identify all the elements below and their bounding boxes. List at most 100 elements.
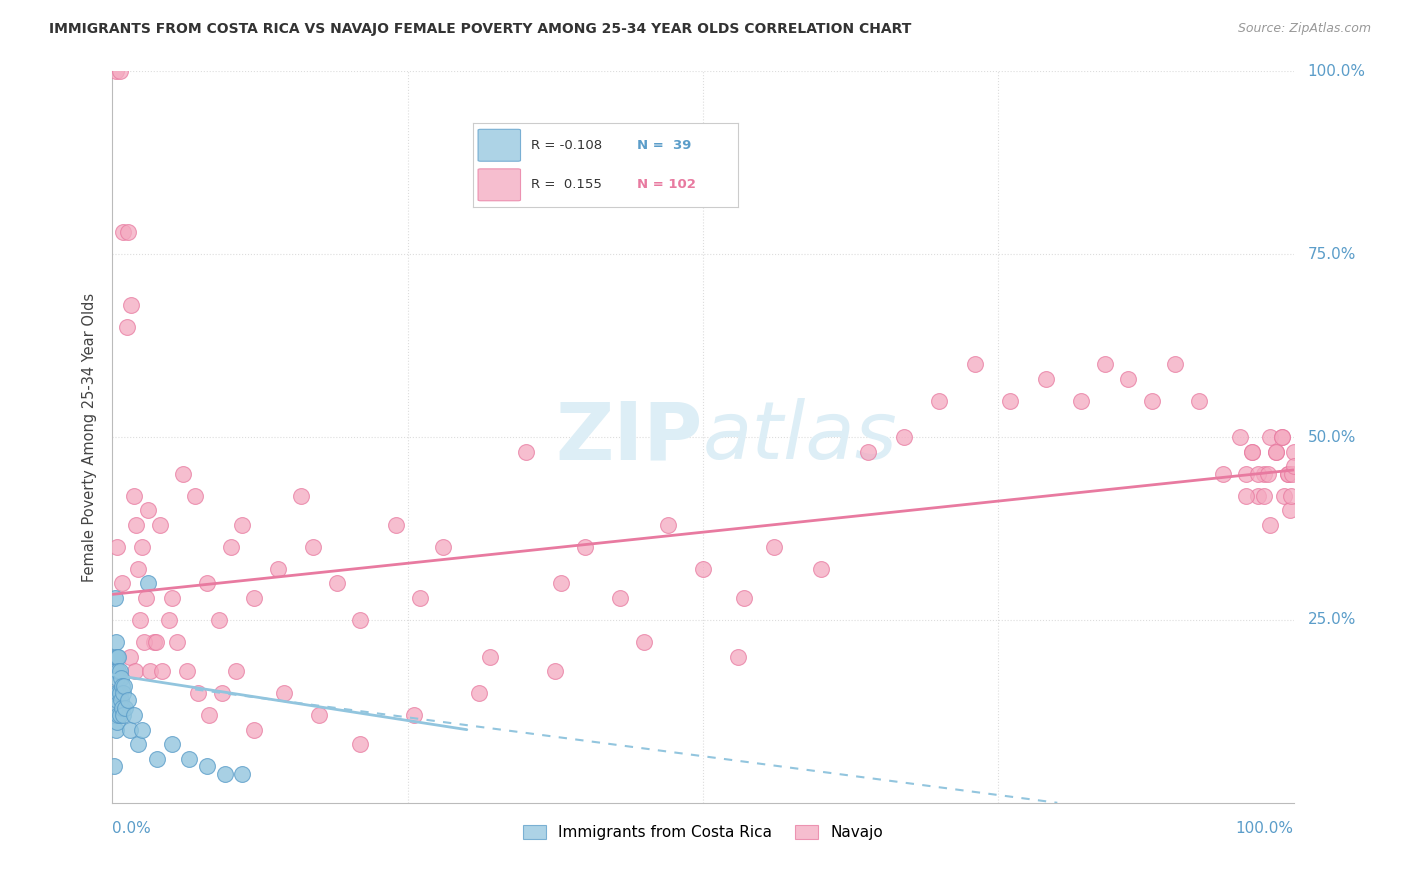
Text: 100.0%: 100.0% <box>1308 64 1365 78</box>
Immigrants from Costa Rica <box>122 708 145 723</box>
Navajo <box>1234 489 1257 503</box>
Navajo <box>609 591 631 605</box>
Navajo <box>176 664 198 678</box>
Navajo <box>139 664 162 678</box>
Immigrants from Costa Rica <box>107 686 129 700</box>
Immigrants from Costa Rica <box>104 591 127 605</box>
Text: Source: ZipAtlas.com: Source: ZipAtlas.com <box>1237 22 1371 36</box>
Immigrants from Costa Rica <box>108 708 131 723</box>
Navajo <box>1212 467 1234 481</box>
Navajo <box>198 708 221 723</box>
Immigrants from Costa Rica <box>114 700 136 714</box>
Navajo <box>515 444 537 458</box>
Text: IMMIGRANTS FROM COSTA RICA VS NAVAJO FEMALE POVERTY AMONG 25-34 YEAR OLDS CORREL: IMMIGRANTS FROM COSTA RICA VS NAVAJO FEM… <box>49 22 911 37</box>
Navajo <box>692 562 714 576</box>
Navajo <box>1258 430 1281 444</box>
Navajo <box>1278 503 1301 517</box>
Navajo <box>479 649 502 664</box>
Navajo <box>308 708 330 723</box>
Immigrants from Costa Rica <box>107 708 129 723</box>
Immigrants from Costa Rica <box>108 686 131 700</box>
Navajo <box>225 664 247 678</box>
Navajo <box>111 576 134 591</box>
Navajo <box>963 357 986 371</box>
Navajo <box>105 64 128 78</box>
Immigrants from Costa Rica <box>103 759 125 773</box>
Text: 100.0%: 100.0% <box>1236 821 1294 836</box>
Navajo <box>149 517 172 532</box>
Navajo <box>1279 489 1302 503</box>
Navajo <box>150 664 173 678</box>
Immigrants from Costa Rica <box>111 679 134 693</box>
Navajo <box>402 708 425 723</box>
Immigrants from Costa Rica <box>146 752 169 766</box>
Immigrants from Costa Rica <box>107 649 129 664</box>
Immigrants from Costa Rica <box>108 664 131 678</box>
Navajo <box>1241 444 1264 458</box>
Navajo <box>195 576 218 591</box>
Navajo <box>544 664 567 678</box>
Navajo <box>928 393 950 408</box>
Y-axis label: Female Poverty Among 25-34 Year Olds: Female Poverty Among 25-34 Year Olds <box>82 293 97 582</box>
Navajo <box>1282 459 1305 474</box>
Navajo <box>1241 444 1264 458</box>
Navajo <box>267 562 290 576</box>
Navajo <box>142 635 165 649</box>
Navajo <box>125 517 148 532</box>
Navajo <box>810 562 832 576</box>
Navajo <box>633 635 655 649</box>
Navajo <box>112 225 135 239</box>
Immigrants from Costa Rica <box>120 723 142 737</box>
Navajo <box>1116 371 1139 385</box>
Navajo <box>120 298 142 312</box>
Navajo <box>290 489 312 503</box>
Navajo <box>1253 489 1275 503</box>
Navajo <box>145 635 167 649</box>
Navajo <box>273 686 295 700</box>
Immigrants from Costa Rica <box>105 664 128 678</box>
Navajo <box>1094 357 1116 371</box>
Navajo <box>349 613 371 627</box>
Navajo <box>186 686 208 700</box>
Text: 50.0%: 50.0% <box>1308 430 1355 444</box>
Immigrants from Costa Rica <box>105 672 128 686</box>
Navajo <box>120 649 142 664</box>
Navajo <box>160 591 183 605</box>
Navajo <box>1035 371 1057 385</box>
Text: 75.0%: 75.0% <box>1308 247 1355 261</box>
Navajo <box>243 723 266 737</box>
Navajo <box>1264 444 1286 458</box>
Navajo <box>408 591 430 605</box>
Navajo <box>762 540 785 554</box>
Navajo <box>131 540 153 554</box>
Navajo <box>211 686 233 700</box>
Immigrants from Costa Rica <box>104 649 127 664</box>
Navajo <box>124 664 146 678</box>
Navajo <box>1282 444 1305 458</box>
Navajo <box>127 562 149 576</box>
Navajo <box>184 489 207 503</box>
Navajo <box>172 467 194 481</box>
Legend: Immigrants from Costa Rica, Navajo: Immigrants from Costa Rica, Navajo <box>517 819 889 847</box>
Navajo <box>1070 393 1092 408</box>
Immigrants from Costa Rica <box>110 693 132 707</box>
Text: ZIP: ZIP <box>555 398 703 476</box>
Navajo <box>1281 467 1303 481</box>
Immigrants from Costa Rica <box>112 686 135 700</box>
Navajo <box>1277 467 1299 481</box>
Immigrants from Costa Rica <box>131 723 153 737</box>
Navajo <box>302 540 325 554</box>
Navajo <box>243 591 266 605</box>
Navajo <box>219 540 242 554</box>
Immigrants from Costa Rica <box>231 766 253 780</box>
Navajo <box>1272 489 1295 503</box>
Navajo <box>157 613 180 627</box>
Immigrants from Costa Rica <box>105 635 128 649</box>
Text: 0.0%: 0.0% <box>112 821 152 836</box>
Navajo <box>115 320 138 334</box>
Immigrants from Costa Rica <box>127 737 149 751</box>
Navajo <box>134 635 156 649</box>
Immigrants from Costa Rica <box>179 752 201 766</box>
Immigrants from Costa Rica <box>112 708 135 723</box>
Immigrants from Costa Rica <box>136 576 159 591</box>
